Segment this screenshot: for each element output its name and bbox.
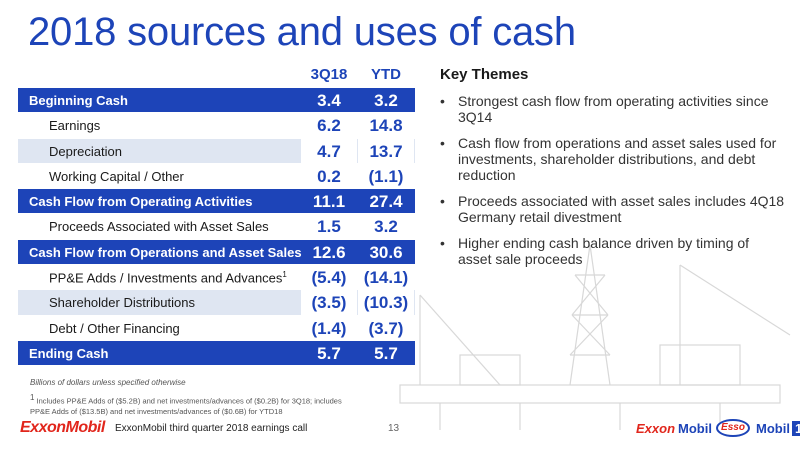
value-3q18: 12.6 (312, 242, 346, 262)
page-title: 2018 sources and uses of cash (28, 10, 576, 54)
cash-table: 3Q18 YTD Beginning Cash 3.4 3.2 Earnings… (18, 62, 415, 367)
value-3q18: 3.4 (317, 91, 341, 110)
footnote-marker: 1 (282, 270, 287, 280)
bullet-icon: • (440, 193, 445, 209)
units-note: Billions of dollars unless specified oth… (30, 378, 186, 387)
row-label: Cash Flow from Operations and Asset Sale… (29, 244, 302, 260)
value-ytd: (3.7) (368, 318, 404, 338)
value-3q18: (3.5) (301, 290, 357, 316)
key-themes-list: • Strongest cash flow from operating acti… (440, 93, 785, 267)
row-label: Cash Flow from Operating Activities (29, 194, 253, 210)
value-ytd: 5.7 (374, 343, 398, 363)
header-3q18: 3Q18 (310, 66, 348, 83)
table-row-debt-financing: Debt / Other Financing (1.4) (3.7) (18, 315, 415, 341)
value-3q18: (1.4) (311, 318, 347, 338)
footer-caption: ExxonMobil third quarter 2018 earnings c… (115, 423, 308, 434)
table-row-beginning-cash: Beginning Cash 3.4 3.2 (18, 88, 415, 114)
row-label: Ending Cash (29, 345, 109, 361)
row-label: Debt / Other Financing (49, 320, 180, 336)
exxon-logo: Exxon (636, 421, 676, 436)
table-row-earnings: Earnings 6.2 14.8 (18, 113, 415, 139)
table-header: 3Q18 YTD (18, 62, 415, 88)
bullet-icon: • (440, 235, 445, 251)
footnote-number: 1 (30, 393, 35, 402)
offshore-rig-background (399, 244, 791, 430)
list-item-text: Strongest cash flow from operating activ… (458, 93, 769, 125)
exxonmobil-logo: ExxonMobil (20, 419, 105, 436)
row-label: PP&E Adds / Investments and Advances1 (49, 270, 287, 285)
list-item-text: Proceeds associated with asset sales inc… (458, 193, 785, 225)
key-themes-heading: Key Themes (440, 66, 529, 83)
table-row-ending-cash: Ending Cash 5.7 5.7 (18, 340, 415, 367)
row-label-text: PP&E Adds / Investments and Advances (49, 270, 283, 286)
value-ytd: (1.1) (368, 166, 404, 186)
value-3q18: 4.7 (301, 138, 357, 164)
table-row-cf-ops-asset-sales: Cash Flow from Operations and Asset Sale… (18, 239, 415, 266)
value-3q18: 1.5 (317, 217, 341, 237)
row-label: Depreciation (49, 143, 122, 159)
list-item: • Cash flow from operations and asset sal… (440, 135, 785, 183)
bullet-icon: • (440, 135, 445, 151)
value-ytd: (14.1) (363, 268, 409, 288)
mobil1-logo: Mobil 1 (756, 421, 800, 436)
list-item: • Strongest cash flow from operating acti… (440, 93, 785, 125)
row-label: Shareholder Distributions (49, 295, 195, 311)
value-3q18: 11.1 (312, 192, 346, 212)
brand-logos: Exxon Mobil Esso Mobil 1 (636, 418, 800, 440)
page-number: 13 (388, 423, 400, 434)
value-3q18: 6.2 (317, 116, 341, 136)
value-3q18: 0.2 (317, 166, 341, 186)
row-label: Earnings (49, 118, 101, 134)
value-3q18: (5.4) (311, 268, 347, 288)
value-ytd: 13.7 (358, 138, 414, 164)
table-row-depreciation: Depreciation 4.7 13.7 (18, 138, 415, 164)
row-label: Beginning Cash (29, 93, 128, 108)
value-3q18: 5.7 (317, 343, 341, 363)
mobil-logo: Mobil (678, 421, 712, 436)
list-item: • Proceeds associated with asset sales in… (440, 193, 785, 225)
list-item-text: Higher ending cash balance driven by tim… (458, 235, 750, 267)
footnote: 1 Includes PP&E Adds of ($5.2B) and net … (30, 393, 360, 417)
footnote-text: Includes PP&E Adds of ($5.2B) and net in… (30, 396, 342, 416)
value-ytd: 30.6 (369, 242, 403, 262)
row-label: Proceeds Associated with Asset Sales (49, 219, 269, 235)
table-row-ppe-adds: PP&E Adds / Investments and Advances1 (5… (18, 265, 415, 291)
value-ytd: (10.3) (358, 290, 414, 316)
table-row-shareholder-distributions: Shareholder Distributions (3.5) (10.3) (18, 290, 415, 316)
mobil1-text: Mobil (756, 421, 790, 436)
mobil1-number: 1 (791, 421, 800, 436)
value-ytd: 14.8 (369, 116, 403, 136)
list-item-text: Cash flow from operations and asset sale… (458, 135, 777, 183)
table-row-asset-sales: Proceeds Associated with Asset Sales 1.5… (18, 214, 415, 240)
list-item: • Higher ending cash balance driven by ti… (440, 235, 785, 267)
value-ytd: 3.2 (374, 217, 398, 237)
bullet-icon: • (440, 93, 445, 109)
value-ytd: 27.4 (369, 192, 403, 212)
row-label: Working Capital / Other (49, 168, 184, 184)
esso-logo: Esso (716, 419, 750, 437)
header-ytd: YTD (371, 66, 401, 83)
table-row-cfo: Cash Flow from Operating Activities 11.1… (18, 189, 415, 215)
key-themes-panel: Key Themes • Strongest cash flow from ope… (440, 66, 785, 277)
table-row-working-capital: Working Capital / Other 0.2 (1.1) (18, 163, 415, 190)
value-ytd: 3.2 (374, 91, 398, 110)
